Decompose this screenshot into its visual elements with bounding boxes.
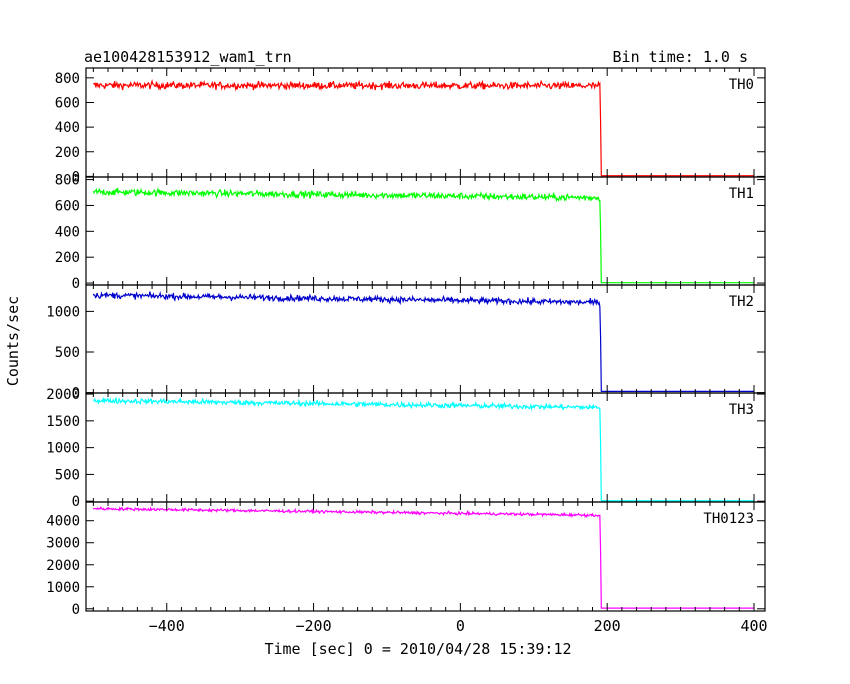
- y-tick-label: 500: [55, 345, 80, 361]
- y-tick-label: 200: [55, 145, 80, 161]
- panel-th0: 0 200 400 600 800 TH0: [55, 67, 766, 185]
- x-tick-label: 200: [594, 617, 621, 635]
- series-line-th3: [93, 396, 754, 502]
- x-tick-label: 0: [456, 617, 465, 635]
- x-tick-label: 400: [740, 617, 767, 635]
- series-label-th0: TH0: [729, 77, 754, 93]
- x-tick-label: −200: [295, 617, 331, 635]
- panel-frame: [85, 392, 766, 503]
- y-tick-label: 1000: [46, 304, 80, 320]
- y-tick-label: 400: [55, 224, 80, 240]
- y-tick-label: 0: [72, 386, 80, 402]
- panel-th1: 0 200 400 600 800 TH1: [55, 173, 766, 292]
- y-tick-label: 400: [55, 120, 80, 136]
- y-tick-label: 800: [55, 173, 80, 189]
- y-tick-label: 1000: [46, 441, 80, 457]
- panels-group: 0 200 400 600 800 TH0 0 200 400 600 800 TH1 0 500 1000…: [46, 67, 768, 635]
- y-axis-label: Counts/sec: [4, 296, 22, 386]
- y-tick-label: 2000: [46, 387, 80, 403]
- y-tick-label: 0: [72, 602, 80, 618]
- series-label-th0123: TH0123: [703, 511, 754, 527]
- y-tick-label: 1500: [46, 414, 80, 430]
- series-label-th1: TH1: [729, 186, 754, 202]
- y-tick-label: 800: [55, 71, 80, 87]
- panel-frame: [85, 284, 766, 394]
- panel-th2: 0 500 1000 TH2: [46, 284, 766, 402]
- bin-time-label: Bin time: 1.0 s: [613, 48, 748, 66]
- x-axis-label: Time [sec] 0 = 2010/04/28 15:39:12: [264, 640, 571, 658]
- panel-th0123: 0 1000 2000 3000 4000 TH0123 −400 −200 0 200 400: [46, 501, 768, 635]
- series-line-th0123: [92, 506, 754, 609]
- y-tick-label: 1000: [46, 580, 80, 596]
- y-tick-label: 200: [55, 250, 80, 266]
- y-tick-label: 500: [55, 467, 80, 483]
- series-line-th1: [92, 187, 754, 284]
- series-label-th3: TH3: [729, 402, 754, 418]
- y-tick-label: 600: [55, 95, 80, 111]
- y-tick-label: 0: [72, 169, 80, 185]
- series-label-th2: TH2: [729, 294, 754, 310]
- y-tick-label: 600: [55, 198, 80, 214]
- panel-th3: 0 500 1000 1500 2000 TH3: [46, 387, 766, 510]
- series-line-th0: [92, 78, 754, 177]
- chart-title: ae100428153912_wam1_trn: [84, 48, 292, 66]
- y-tick-label: 2000: [46, 558, 80, 574]
- series-line-th2: [92, 290, 754, 392]
- y-tick-label: 4000: [46, 514, 80, 530]
- panel-frame: [85, 501, 766, 612]
- y-tick-label: 0: [72, 276, 80, 292]
- y-tick-label: 3000: [46, 536, 80, 552]
- y-tick-label: 0: [72, 494, 80, 510]
- x-tick-label: −400: [149, 617, 185, 635]
